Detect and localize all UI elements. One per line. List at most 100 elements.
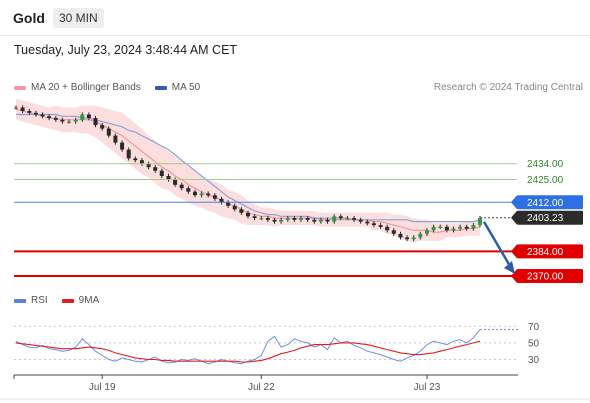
price-candle bbox=[199, 193, 204, 196]
price-candle bbox=[272, 219, 277, 222]
price-candle bbox=[318, 219, 323, 222]
level-label: 2384.00 bbox=[527, 247, 564, 258]
price-candle bbox=[113, 135, 118, 143]
x-tick-label: Jul 22 bbox=[248, 382, 275, 393]
timestamp: Tuesday, July 23, 2024 3:48:44 AM CET bbox=[14, 43, 238, 57]
price-candle bbox=[279, 219, 284, 222]
price-candle bbox=[80, 114, 85, 120]
price-candle bbox=[451, 228, 456, 231]
price-candle bbox=[365, 221, 370, 224]
price-candle bbox=[285, 218, 290, 220]
price-candle bbox=[212, 195, 217, 199]
price-candle bbox=[232, 205, 237, 210]
legend-swatch-9ma bbox=[61, 298, 74, 303]
price-candle bbox=[239, 209, 244, 213]
rsi-line bbox=[15, 329, 481, 365]
legend-item-9ma: 9MA bbox=[61, 295, 100, 306]
price-candle bbox=[431, 226, 436, 231]
price-candle bbox=[246, 212, 250, 217]
price-candle bbox=[14, 107, 18, 109]
price-candle bbox=[458, 226, 463, 229]
level-label: 2425.00 bbox=[527, 175, 564, 186]
price-candle bbox=[106, 128, 111, 136]
price-candle bbox=[478, 218, 482, 226]
price-candle bbox=[20, 107, 25, 111]
price-candle bbox=[332, 216, 337, 222]
price-candle bbox=[186, 188, 191, 192]
price-candle bbox=[464, 226, 469, 229]
level-label: 2412.00 bbox=[527, 198, 564, 209]
price-candle bbox=[438, 226, 443, 228]
price-candle bbox=[179, 184, 184, 189]
price-candle bbox=[385, 226, 390, 231]
level-label: 2434.00 bbox=[527, 159, 564, 170]
price-candle bbox=[292, 218, 297, 220]
price-candle bbox=[325, 219, 330, 222]
price-candle bbox=[471, 225, 476, 229]
price-candle bbox=[60, 119, 65, 122]
interval-badge[interactable]: 30 MIN bbox=[53, 8, 104, 28]
price-candle bbox=[86, 114, 91, 118]
price-candle bbox=[153, 167, 158, 171]
price-candle bbox=[371, 223, 376, 226]
research-credit: Research © 2024 Trading Central bbox=[433, 82, 583, 93]
price-candle bbox=[166, 176, 171, 180]
legend-label-rsi: RSI bbox=[31, 295, 48, 306]
legend-item-rsi: RSI bbox=[14, 295, 48, 306]
legend-swatch-ma20 bbox=[14, 85, 26, 90]
forecast-arrow-shaft bbox=[482, 221, 512, 267]
price-legend: MA 20 + Bollinger Bands MA 50 bbox=[14, 82, 214, 93]
price-candle bbox=[378, 225, 383, 227]
legend-label-ma50: MA 50 bbox=[171, 82, 201, 93]
price-candle bbox=[33, 112, 38, 115]
price-candle bbox=[252, 216, 257, 219]
level-tag-pointer bbox=[511, 269, 517, 283]
price-candle bbox=[312, 219, 317, 222]
price-candle bbox=[146, 163, 151, 168]
legend-item-ma20-bollinger: MA 20 + Bollinger Bands bbox=[14, 82, 141, 93]
price-candle bbox=[53, 118, 58, 120]
price-candle bbox=[391, 230, 396, 234]
price-candle bbox=[206, 193, 211, 196]
legend-swatch-rsi bbox=[14, 298, 26, 303]
legend-item-ma50: MA 50 bbox=[154, 82, 201, 93]
rsi-9ma-line bbox=[15, 340, 481, 363]
rsi-legend: RSI 9MA bbox=[14, 295, 113, 306]
legend-swatch-ma50 bbox=[154, 85, 167, 90]
price-candle bbox=[226, 202, 231, 206]
legend-label-9ma: 9MA bbox=[78, 295, 100, 306]
x-tick-label: Jul 19 bbox=[89, 382, 116, 393]
last-price-tag bbox=[517, 210, 583, 225]
rsi-tick-label: 50 bbox=[528, 338, 540, 349]
level-tag-pointer bbox=[511, 244, 517, 259]
price-candle bbox=[173, 179, 178, 185]
price-candle bbox=[418, 233, 423, 238]
price-candle bbox=[405, 237, 410, 240]
price-candle bbox=[120, 142, 125, 150]
ma50-line bbox=[16, 113, 481, 223]
bollinger-band bbox=[16, 98, 480, 243]
price-candle bbox=[100, 125, 105, 129]
last-price-label: 2403.23 bbox=[527, 213, 564, 224]
price-candle bbox=[126, 149, 131, 159]
price-candle bbox=[352, 218, 357, 220]
price-candle bbox=[358, 219, 363, 222]
price-candle bbox=[67, 121, 71, 123]
price-candle bbox=[259, 218, 264, 220]
level-tag-pointer bbox=[511, 195, 517, 210]
price-candle bbox=[27, 111, 32, 113]
price-candle bbox=[139, 160, 144, 164]
price-candle bbox=[425, 230, 429, 234]
level-label: 2370.00 bbox=[527, 272, 564, 283]
rsi-tick-label: 30 bbox=[528, 355, 540, 366]
price-candle bbox=[305, 218, 310, 220]
x-tick-label: Jul 23 bbox=[414, 382, 441, 393]
price-candle bbox=[93, 118, 98, 126]
price-candle bbox=[133, 158, 138, 161]
legend-label-ma20: MA 20 + Bollinger Bands bbox=[31, 82, 141, 93]
header-divider bbox=[0, 35, 590, 36]
level-tag-2370.00 bbox=[517, 269, 583, 283]
price-candle bbox=[159, 170, 164, 176]
